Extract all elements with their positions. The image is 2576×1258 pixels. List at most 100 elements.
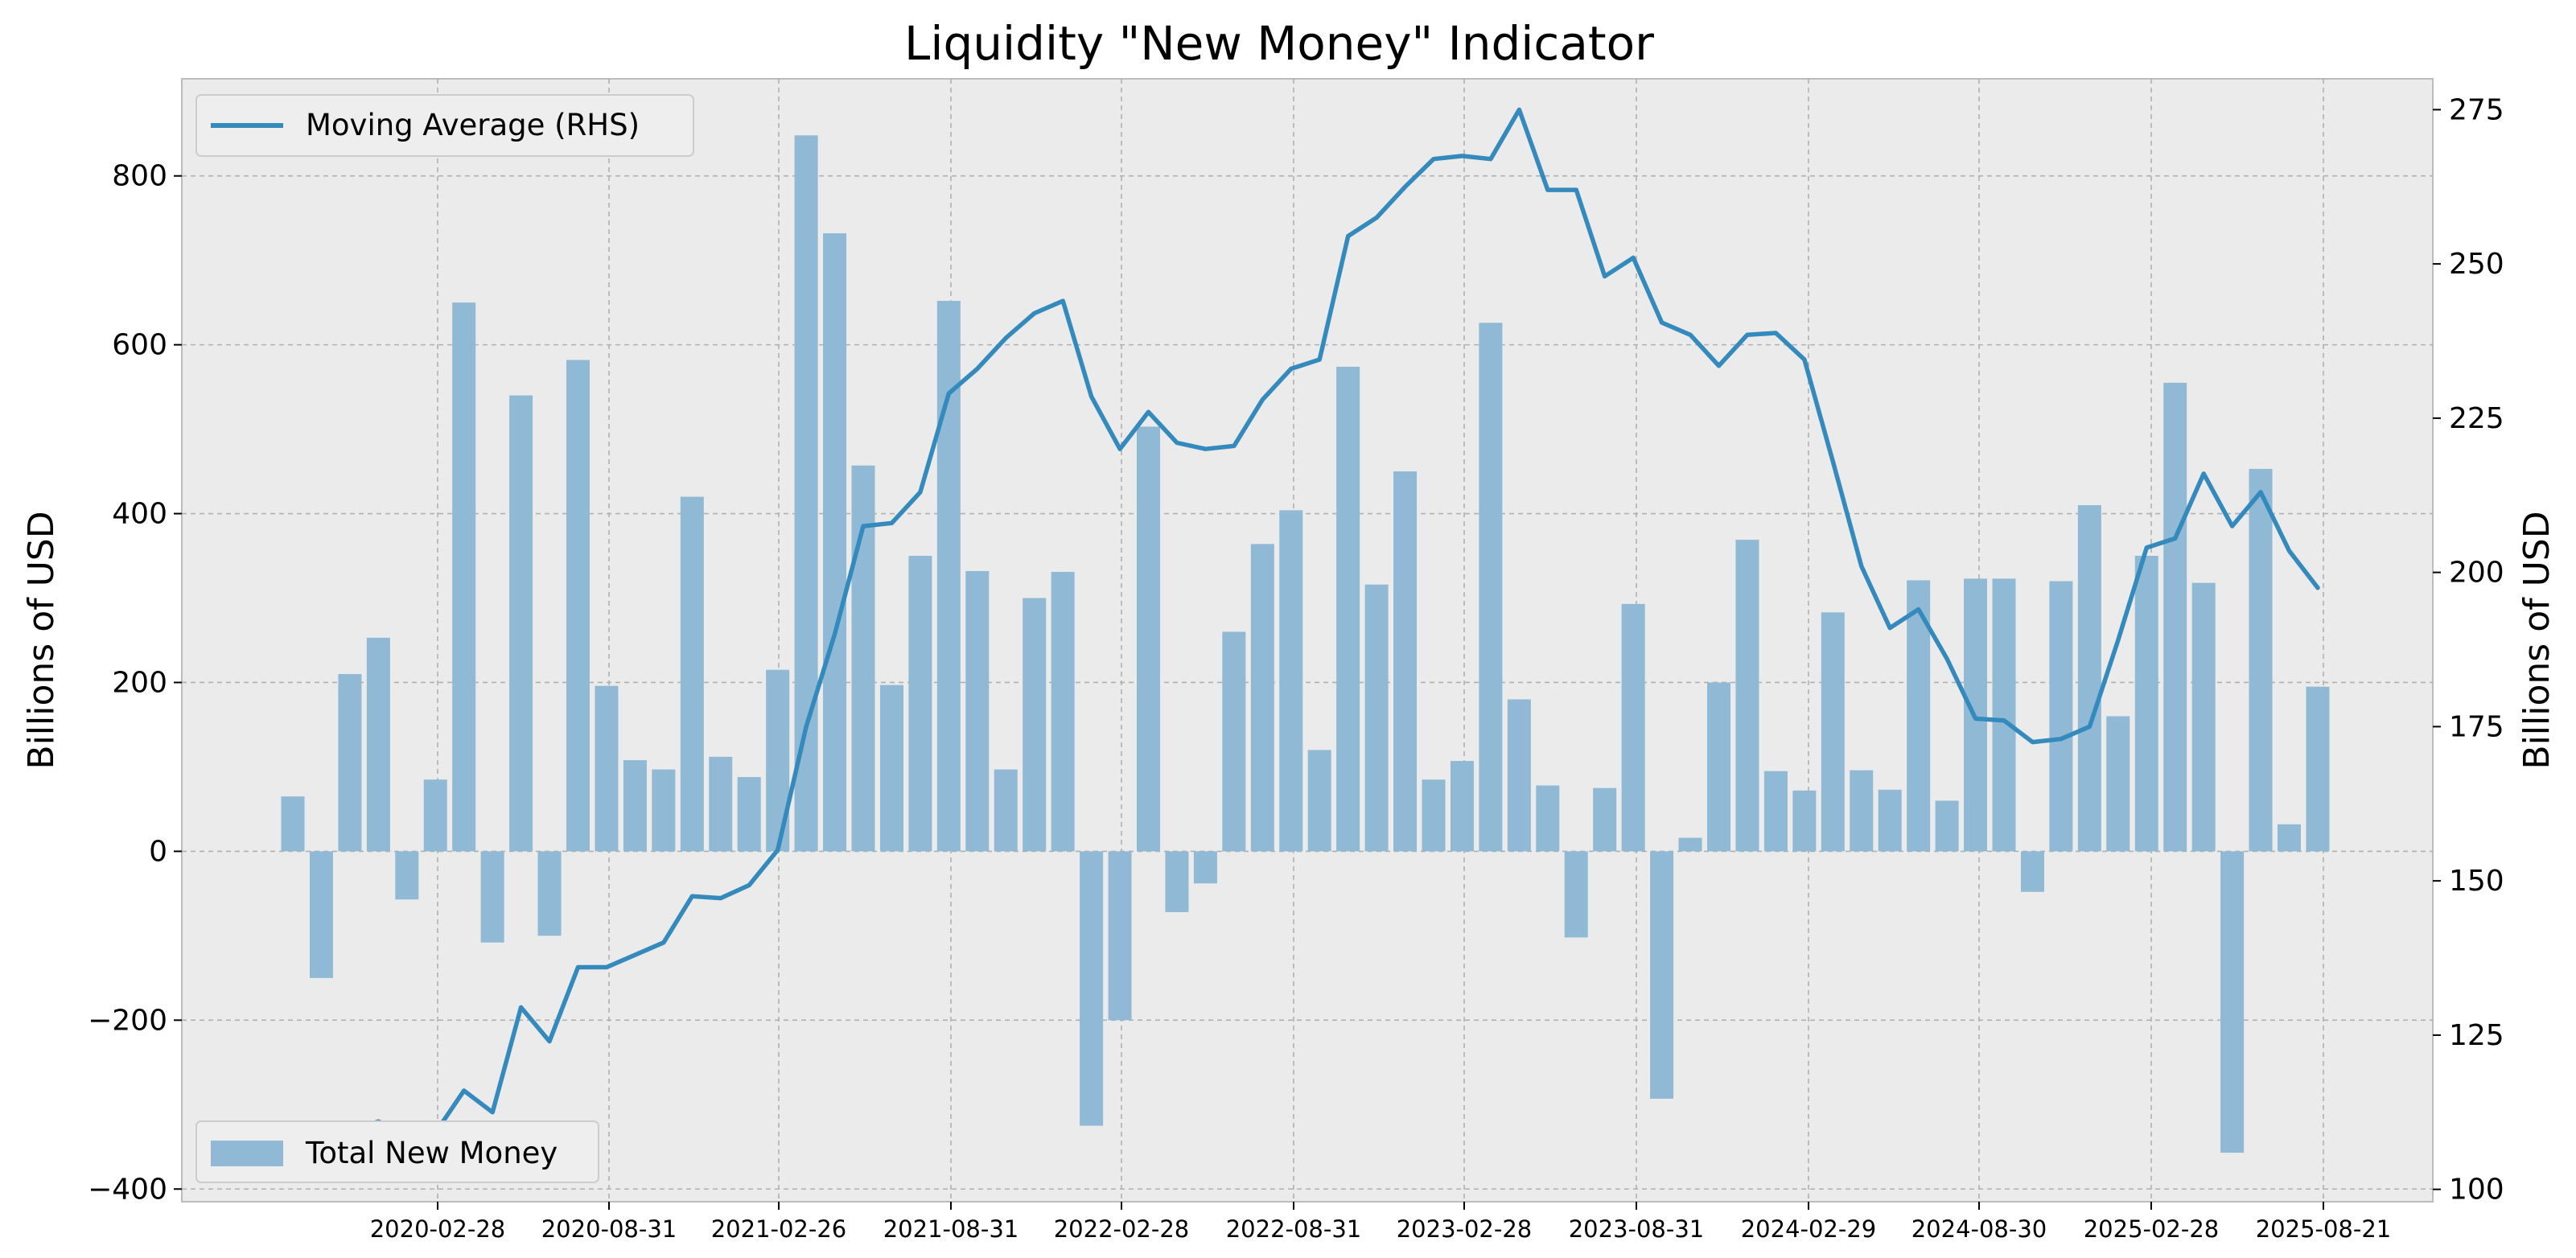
line-moving-average — [290, 107, 2320, 1158]
bar-total-new-money — [908, 556, 932, 852]
chart-title: Liquidity "New Money" Indicator — [904, 16, 1654, 71]
x-tick-label: 2022-02-28 — [1054, 1215, 1190, 1243]
bar-total-new-money — [709, 756, 733, 852]
bar-total-new-money — [965, 570, 990, 852]
x-tick-label: 2022-08-31 — [1226, 1215, 1362, 1243]
y-tick-label-right: 175 — [2449, 710, 2504, 743]
bar-total-new-money — [2134, 556, 2158, 852]
bar-total-new-money — [1336, 366, 1360, 852]
bar-total-new-money — [2077, 505, 2101, 852]
bar-total-new-money — [1193, 851, 1217, 884]
bar-total-new-money — [1678, 837, 1702, 852]
y-tick-label-right: 200 — [2449, 557, 2504, 590]
bar-total-new-money — [1821, 612, 1845, 852]
bar-total-new-money — [2106, 716, 2130, 852]
bar-total-new-money — [1650, 851, 1674, 1099]
bar-total-new-money — [1763, 771, 1788, 852]
x-tick-label: 2020-02-28 — [370, 1215, 506, 1243]
y-tick-label-right: 125 — [2449, 1019, 2504, 1052]
y-tick-label-left: 200 — [112, 666, 167, 699]
bar-total-new-money — [1023, 598, 1047, 852]
legend-line-label: Moving Average (RHS) — [306, 108, 640, 142]
legend-line[interactable]: Moving Average (RHS) — [195, 94, 694, 157]
line-series — [290, 107, 2320, 1158]
y-axis-label-right: Billions of USD — [2516, 511, 2557, 769]
bar-total-new-money — [2249, 468, 2273, 852]
legend-bar-label: Total New Money — [305, 1136, 558, 1170]
y-tick-label-right: 225 — [2449, 402, 2504, 435]
bar-total-new-money — [423, 779, 447, 852]
bar-total-new-money — [2191, 582, 2216, 852]
x-tick-label: 2020-08-31 — [541, 1215, 677, 1243]
bar-total-new-money — [680, 496, 704, 852]
bar-total-new-money — [281, 796, 305, 852]
bar-total-new-money — [1564, 851, 1588, 938]
bar-total-new-money — [1992, 578, 2016, 852]
bar-total-new-money — [823, 233, 847, 852]
bar-total-new-money — [936, 301, 961, 852]
bar-total-new-money — [2163, 382, 2187, 852]
bar-total-new-money — [1479, 323, 1503, 852]
axes: −400 −200 0 200 400 600 800 100 125 150 175 200 225 2… — [88, 93, 2504, 1243]
bar-total-new-money — [1450, 761, 1474, 852]
legend-bar-swatch — [211, 1141, 283, 1166]
bar-total-new-money — [879, 684, 903, 852]
bar-total-new-money — [1279, 510, 1303, 852]
y-tick-label-left: 0 — [149, 835, 167, 868]
bar-total-new-money — [2306, 686, 2330, 852]
bar-total-new-money — [1621, 603, 1645, 852]
x-tick-label: 2023-08-31 — [1569, 1215, 1705, 1243]
x-tick-label: 2023-02-28 — [1397, 1215, 1533, 1243]
bar-total-new-money — [452, 302, 476, 852]
bar-total-new-money — [1165, 851, 1189, 912]
bar-total-new-money — [2049, 581, 2073, 852]
bar-total-new-money — [1051, 571, 1075, 852]
bar-total-new-money — [2020, 851, 2044, 892]
bar-total-new-money — [2278, 824, 2301, 852]
x-tick-label: 2021-08-31 — [883, 1215, 1019, 1243]
y-tick-label-left: 400 — [112, 498, 167, 531]
bar-total-new-money — [794, 135, 818, 852]
x-tick-label: 2025-02-28 — [2084, 1215, 2220, 1243]
bar-total-new-money — [994, 769, 1018, 852]
y-tick-label-left: 800 — [112, 160, 167, 193]
y-tick-label-right: 150 — [2449, 865, 2504, 898]
bar-total-new-money — [737, 777, 761, 852]
bar-total-new-money — [1935, 800, 1959, 852]
bar-total-new-money — [2220, 851, 2245, 1153]
bar-total-new-money — [595, 685, 619, 852]
bar-total-new-money — [395, 851, 419, 900]
legend-bar-box — [195, 1120, 599, 1183]
x-tick-label: 2025-08-21 — [2256, 1215, 2392, 1243]
bar-total-new-money — [537, 851, 562, 936]
bar-total-new-money — [1735, 540, 1759, 852]
bar-total-new-money — [1307, 750, 1331, 852]
bar-total-new-money — [1422, 779, 1446, 852]
legend-line-box — [195, 94, 694, 157]
bar-total-new-money — [1250, 544, 1274, 852]
bar-total-new-money — [1536, 785, 1560, 852]
bar-total-new-money — [1137, 426, 1160, 852]
x-tick-label: 2021-02-26 — [711, 1215, 847, 1243]
y-tick-label-left: −200 — [88, 1004, 167, 1037]
y-axis-label-left: Billions of USD — [21, 511, 62, 769]
y-tick-label-left: 600 — [112, 329, 167, 362]
legend-bar[interactable]: Total New Money — [195, 1120, 599, 1183]
bar-total-new-money — [1707, 682, 1730, 852]
bar-total-new-money — [1878, 789, 1902, 852]
y-tick-label-right: 275 — [2449, 93, 2504, 126]
x-tick-label: 2024-08-30 — [1911, 1215, 2047, 1243]
bar-series — [281, 135, 2330, 1153]
bar-total-new-money — [480, 851, 504, 943]
bar-total-new-money — [1080, 851, 1104, 1126]
bar-total-new-money — [1792, 790, 1817, 852]
bar-total-new-money — [1593, 787, 1617, 852]
bar-total-new-money — [1108, 851, 1132, 1021]
bar-total-new-money — [1507, 699, 1531, 852]
bar-total-new-money — [1393, 471, 1418, 852]
bar-total-new-money — [366, 637, 390, 852]
bar-total-new-money — [1364, 584, 1389, 852]
bar-total-new-money — [309, 851, 333, 978]
bar-total-new-money — [566, 360, 590, 852]
